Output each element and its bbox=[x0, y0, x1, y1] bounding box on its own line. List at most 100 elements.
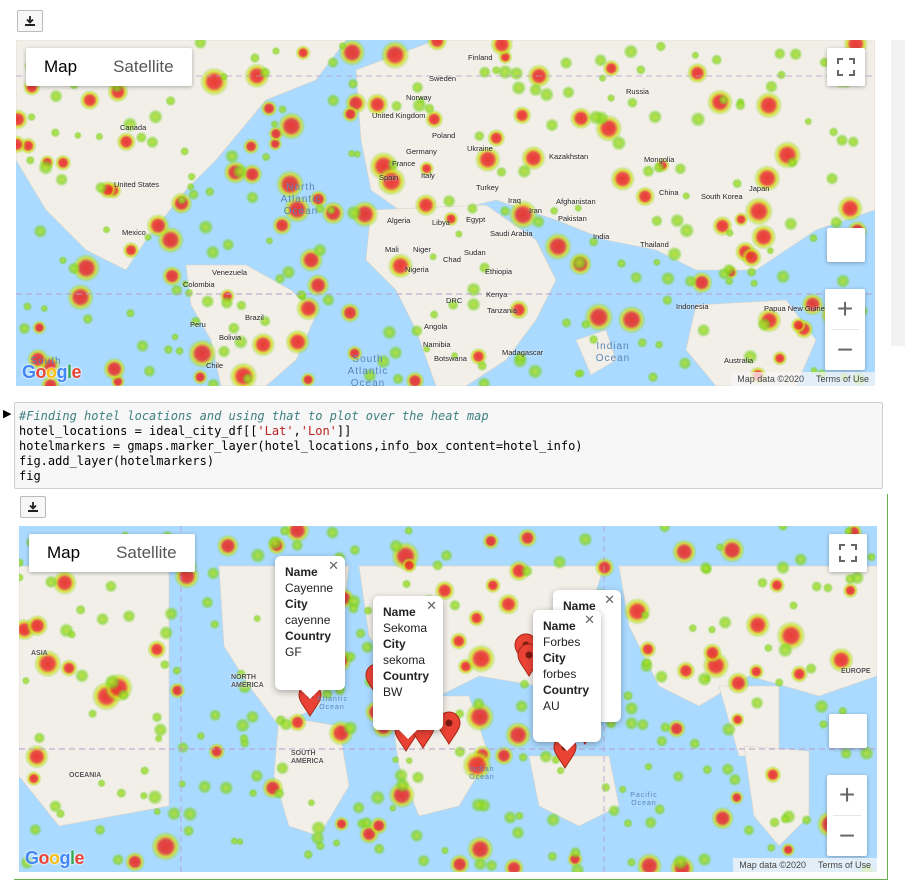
heat-spot bbox=[369, 789, 386, 806]
heat-spot bbox=[410, 324, 424, 338]
heat-spot bbox=[671, 539, 697, 565]
street-view-control[interactable] bbox=[829, 714, 867, 748]
fullscreen-button[interactable] bbox=[827, 48, 865, 86]
terms-link[interactable]: Terms of Use bbox=[815, 374, 869, 384]
heat-spot bbox=[707, 625, 717, 635]
heat-spot bbox=[449, 853, 471, 872]
heat-spot bbox=[516, 163, 532, 179]
heat-spot bbox=[636, 852, 663, 872]
country-label: Chad bbox=[443, 255, 461, 264]
heat-spot bbox=[773, 47, 787, 60]
map-type-satellite-button[interactable]: Satellite bbox=[113, 57, 174, 76]
map-type-map-button[interactable]: Map bbox=[47, 543, 81, 562]
heat-spot bbox=[750, 696, 764, 710]
heat-spot bbox=[545, 118, 559, 133]
zoom-out-button[interactable]: − bbox=[836, 334, 854, 365]
close-icon[interactable]: ✕ bbox=[426, 598, 437, 613]
heat-spot bbox=[347, 149, 357, 158]
close-icon[interactable]: ✕ bbox=[584, 612, 595, 627]
country-label: Colombia bbox=[183, 280, 215, 289]
country-label: France bbox=[392, 159, 416, 168]
heat-spot bbox=[67, 262, 81, 275]
heat-spot bbox=[60, 659, 78, 678]
info-label: Name bbox=[285, 565, 318, 579]
heat-spot bbox=[376, 354, 391, 369]
heat-spot bbox=[447, 298, 460, 311]
heat-spot bbox=[21, 676, 31, 685]
heat-spot bbox=[710, 54, 723, 66]
heat-spot bbox=[288, 712, 307, 732]
heat-spot bbox=[199, 67, 229, 97]
heat-spot bbox=[768, 576, 786, 594]
heat-spot bbox=[94, 181, 108, 195]
heat-spot bbox=[116, 131, 137, 152]
heat-spot bbox=[655, 40, 667, 53]
heat-spot bbox=[478, 261, 491, 274]
heat-spot bbox=[104, 579, 118, 593]
heat-spot bbox=[652, 258, 661, 267]
heat-spot bbox=[388, 345, 403, 361]
landmass-australia bbox=[528, 755, 620, 827]
heat-spot bbox=[721, 721, 737, 737]
heat-spot bbox=[125, 308, 136, 319]
heat-spot bbox=[176, 741, 190, 754]
heat-spot bbox=[573, 369, 583, 379]
heat-spot bbox=[768, 816, 781, 829]
heat-spot bbox=[598, 73, 607, 83]
heat-spot bbox=[429, 309, 439, 320]
heat-spot bbox=[326, 205, 336, 215]
ocean-label: South bbox=[30, 356, 62, 367]
heat-spot bbox=[836, 195, 864, 222]
heat-spot bbox=[610, 135, 627, 151]
zoom-out-button[interactable]: − bbox=[838, 820, 856, 851]
heat-spot bbox=[208, 708, 222, 722]
heat-spot bbox=[686, 62, 709, 84]
heat-spot bbox=[267, 535, 283, 551]
download-button-2[interactable] bbox=[20, 496, 46, 518]
zoom-in-button[interactable]: + bbox=[836, 293, 854, 324]
map-type-satellite-button[interactable]: Satellite bbox=[116, 543, 177, 562]
country-label: Thailand bbox=[640, 240, 669, 249]
heat-spot bbox=[731, 178, 743, 189]
heat-spot bbox=[309, 189, 328, 209]
heat-spot bbox=[391, 755, 400, 764]
heat-spot bbox=[491, 65, 502, 76]
fullscreen-button[interactable] bbox=[829, 534, 867, 572]
heat-spot bbox=[763, 643, 774, 653]
heat-spot bbox=[499, 205, 511, 217]
heat-spot bbox=[442, 194, 456, 209]
heat-spot bbox=[842, 582, 859, 599]
heat-spot bbox=[146, 213, 171, 238]
heat-spot bbox=[520, 565, 534, 578]
heat-spot bbox=[690, 271, 713, 294]
run-cell-icon[interactable]: ▶ bbox=[3, 408, 12, 420]
country-label: Australia bbox=[724, 356, 754, 365]
code-text[interactable]: #Finding hotel locations and using that … bbox=[19, 409, 583, 483]
heat-spot bbox=[742, 824, 755, 837]
google-logo[interactable]: Google bbox=[22, 362, 82, 382]
heat-spot bbox=[618, 785, 628, 794]
google-logo[interactable]: Google bbox=[25, 848, 85, 868]
heatmap-map[interactable]: Finland Sweden Norway United Kingdom Poland G… bbox=[16, 40, 875, 386]
hotel-marker[interactable] bbox=[437, 711, 461, 745]
heat-spot bbox=[54, 172, 69, 187]
close-icon[interactable]: ✕ bbox=[328, 558, 339, 573]
country-label: Norway bbox=[406, 93, 432, 102]
street-view-control[interactable] bbox=[827, 228, 865, 262]
landmass-madagascar bbox=[575, 329, 617, 376]
heat-spot bbox=[654, 669, 669, 684]
marker-map[interactable]: ASIA NORTH AMERICA SOUTH AMERICA OCEANIA EUR… bbox=[19, 526, 877, 872]
heat-spot bbox=[117, 689, 130, 701]
heat-spot bbox=[338, 41, 347, 51]
heat-spot bbox=[514, 811, 525, 821]
terms-link[interactable]: Terms of Use bbox=[817, 860, 871, 870]
heat-spot bbox=[617, 305, 646, 335]
close-icon[interactable]: ✕ bbox=[604, 592, 615, 607]
zoom-in-button[interactable]: + bbox=[838, 779, 856, 810]
heat-spot bbox=[462, 750, 492, 781]
country-label: China bbox=[659, 188, 679, 197]
code-cell[interactable]: #Finding hotel locations and using that … bbox=[14, 402, 883, 489]
map-type-map-button[interactable]: Map bbox=[44, 57, 78, 76]
heat-spot bbox=[503, 810, 518, 825]
download-button[interactable] bbox=[17, 10, 43, 32]
